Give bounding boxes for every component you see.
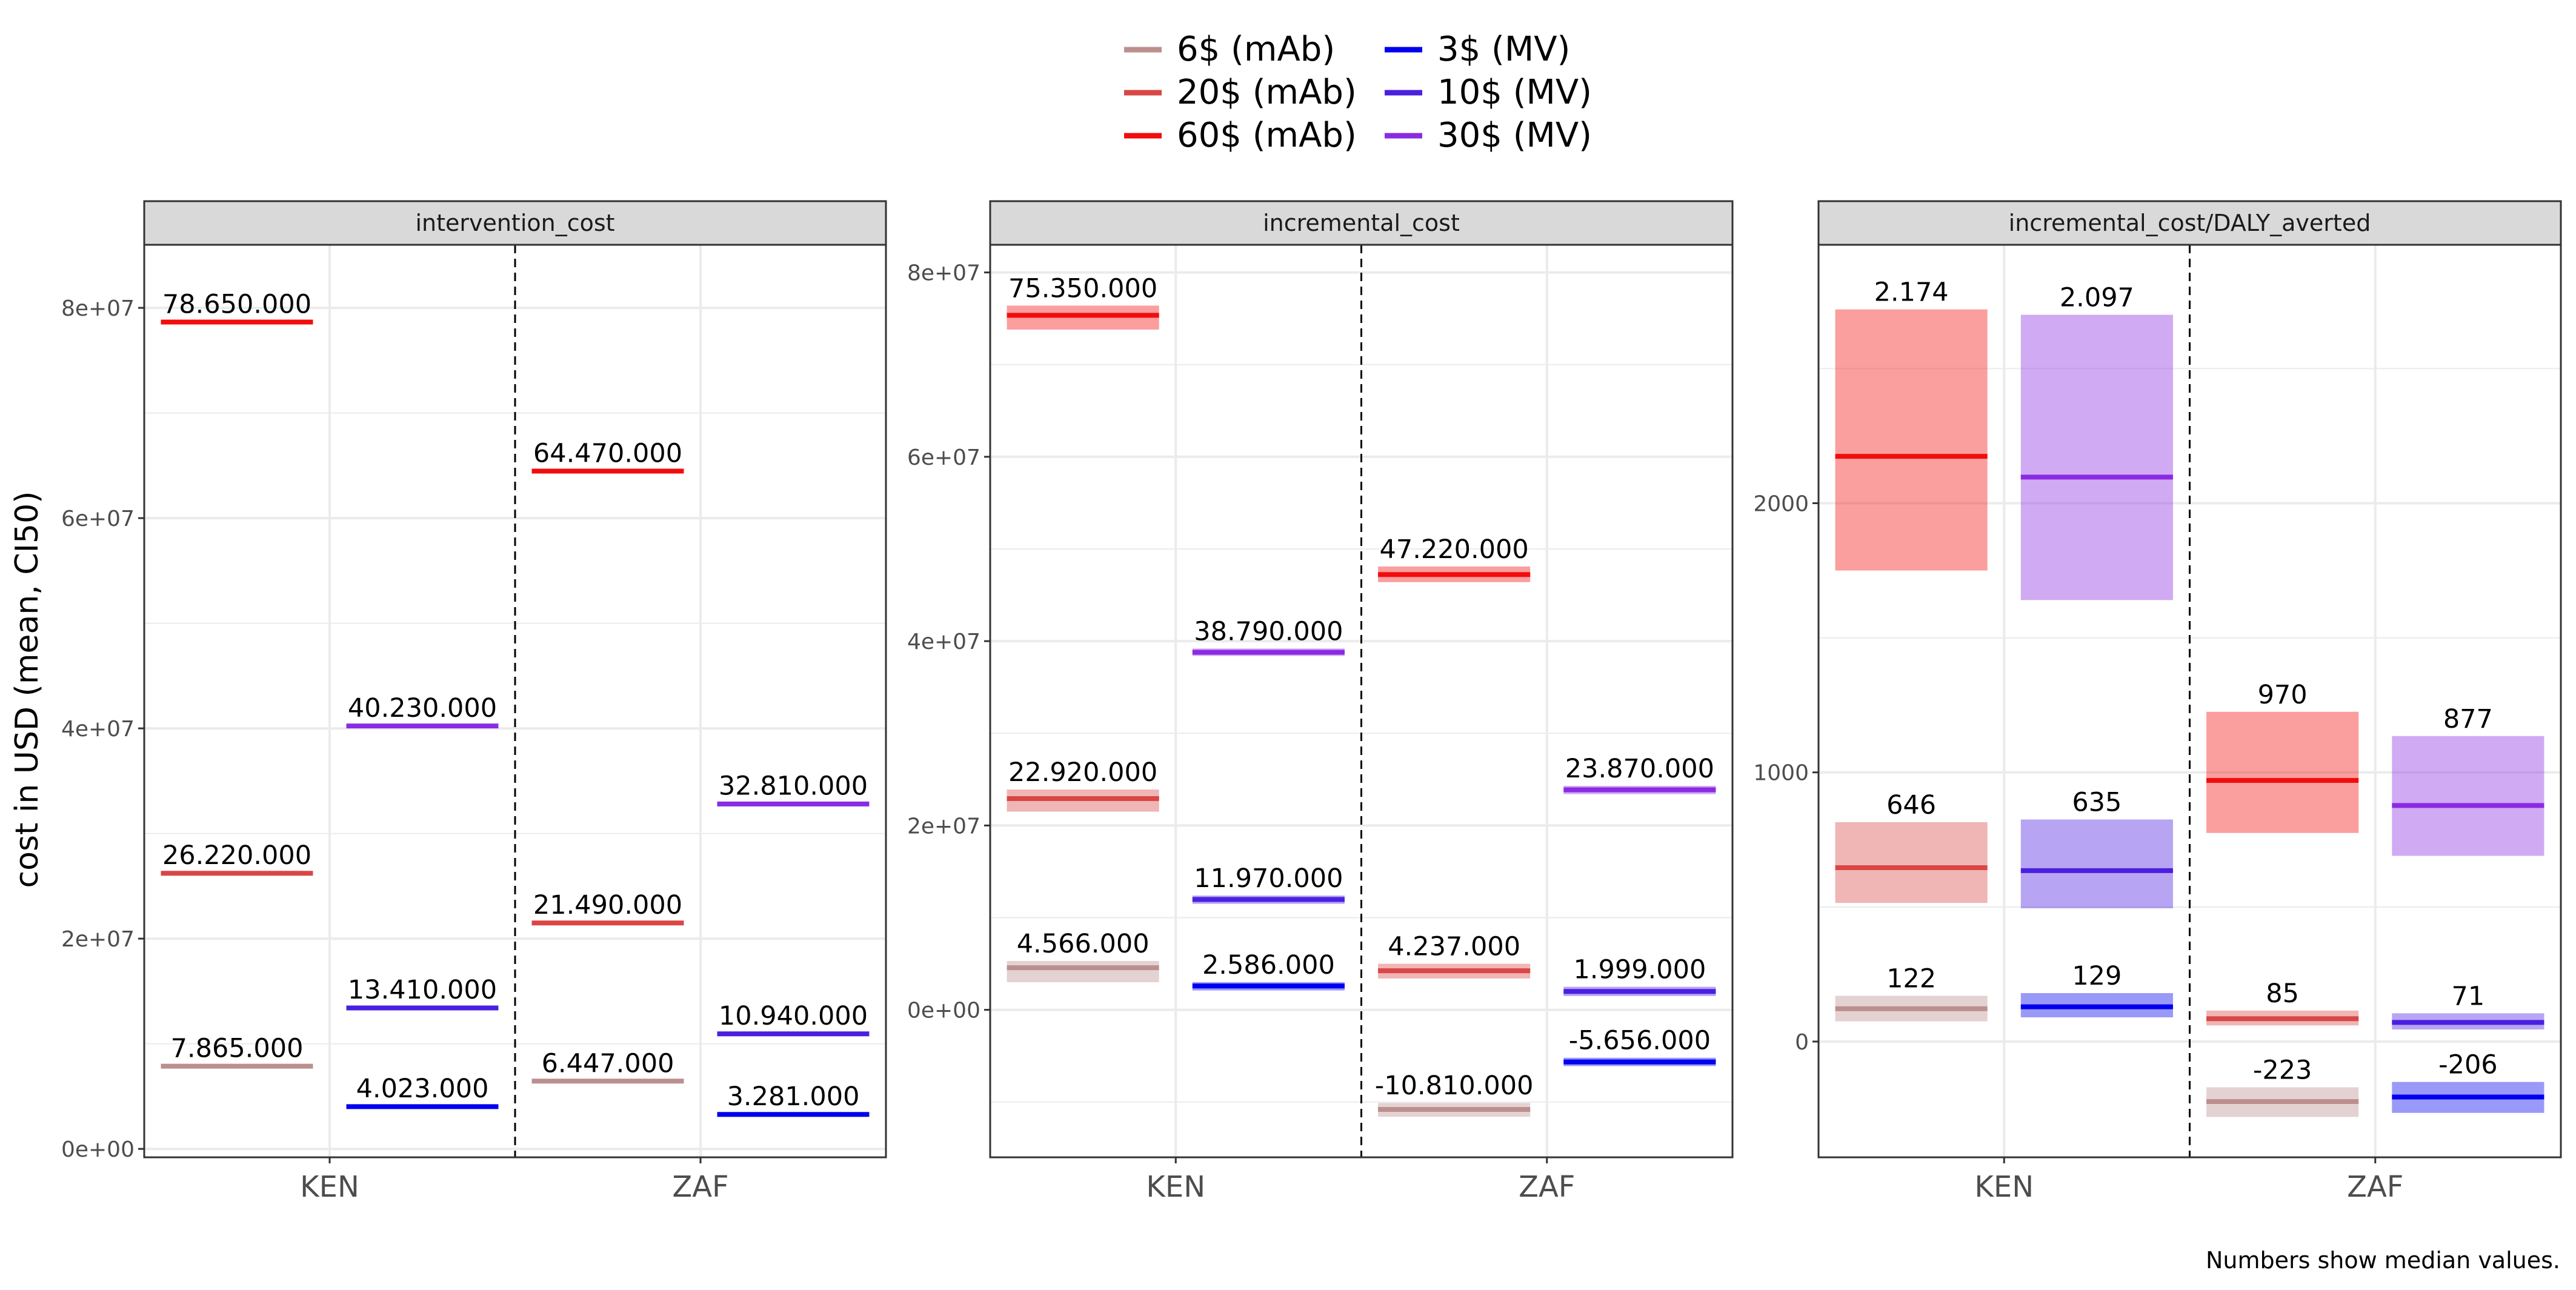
median-label: 4.237.000 — [1388, 932, 1520, 962]
legend-label: 3$ (MV) — [1437, 30, 1570, 69]
panel-title: incremental_cost — [1263, 210, 1460, 236]
median-label: 877 — [2443, 704, 2493, 734]
ci-band — [2206, 711, 2359, 833]
median-label: 75.350.000 — [1008, 273, 1157, 304]
legend-label: 60$ (mAb) — [1177, 116, 1357, 155]
median-label: -223 — [2253, 1055, 2312, 1085]
median-label: 78.650.000 — [162, 289, 311, 319]
ci-band — [2020, 819, 2173, 909]
caption: Numbers show median values. — [2206, 1247, 2560, 1274]
panel-strip — [1817, 200, 2562, 246]
median-label: 71 — [2452, 981, 2485, 1011]
median-label: 4.566.000 — [1017, 929, 1150, 959]
median-label: 10.940.000 — [719, 1001, 868, 1031]
y-axis-title: cost in USD (mean, CI50) — [9, 491, 45, 888]
median-label: 129 — [2072, 961, 2122, 991]
median-label: 2.174 — [1874, 278, 1949, 308]
median-label: 40.230.000 — [348, 693, 497, 723]
y-tick-label: 0e+00 — [61, 1137, 135, 1162]
median-label: 2.097 — [2060, 283, 2134, 313]
median-label: 32.810.000 — [719, 771, 868, 802]
median-label: 635 — [2072, 787, 2122, 817]
y-tick-label: 2e+07 — [61, 927, 135, 952]
y-tick-label: 6e+07 — [61, 507, 135, 531]
ci-band — [1835, 309, 1988, 571]
legend-item: 20$ (mAb) — [1124, 73, 1357, 112]
panel-strip — [989, 200, 1734, 246]
median-label: 47.220.000 — [1380, 534, 1529, 565]
plot-area — [990, 245, 1732, 1157]
panel-border — [989, 244, 1734, 1159]
x-tick-label: KEN — [1146, 1170, 1205, 1204]
legend: 6$ (mAb) 20$ (mAb) 60$ (mAb) 3$ (MV) 10$ (MV… — [1124, 30, 1592, 155]
y-tick-label: 8e+07 — [61, 296, 135, 321]
legend-label: 6$ (mAb) — [1177, 30, 1335, 69]
median-label: 122 — [1886, 963, 1936, 994]
legend-item: 3$ (MV) — [1385, 30, 1570, 69]
panel-2: incremental_cost 0e+00 2e+07 4e+07 6e+07 8e+0… — [907, 200, 1734, 1204]
legend-label: 20$ (mAb) — [1177, 73, 1357, 112]
panel-1: intervention_cost 0e+00 2e+07 4e+07 6e+07 8e+… — [61, 200, 887, 1204]
y-tick-label: 0 — [1795, 1030, 1809, 1055]
median-label: 646 — [1886, 790, 1936, 820]
x-tick-label: ZAF — [1519, 1170, 1575, 1204]
median-label: -206 — [2438, 1050, 2498, 1080]
median-label: 85 — [2266, 979, 2299, 1009]
y-tick-label: 1000 — [1753, 761, 1809, 786]
x-tick-label: KEN — [300, 1170, 359, 1204]
median-label: 11.970.000 — [1194, 863, 1343, 894]
panel-strip — [143, 200, 887, 246]
y-tick-label: 4e+07 — [907, 630, 980, 654]
panel-3: incremental_cost/DALY_averted 0 1000 2000 KE… — [1753, 200, 2562, 1204]
panel-border — [143, 244, 887, 1159]
x-tick-label: ZAF — [2347, 1170, 2403, 1204]
median-label: 13.410.000 — [348, 975, 497, 1005]
median-label: 7.865.000 — [171, 1034, 304, 1064]
y-tick-label: 6e+07 — [907, 445, 980, 470]
y-tick-label: 2e+07 — [907, 814, 980, 839]
ci-band — [2392, 736, 2544, 856]
ci-band — [2020, 314, 2173, 600]
median-label: -10.810.000 — [1375, 1071, 1534, 1101]
legend-label: 10$ (MV) — [1437, 73, 1592, 112]
legend-item: 10$ (MV) — [1385, 73, 1592, 112]
median-label: 3.281.000 — [727, 1082, 860, 1112]
x-tick-label: ZAF — [672, 1170, 728, 1204]
median-label: 21.490.000 — [533, 890, 682, 920]
median-label: -5.656.000 — [1569, 1026, 1711, 1056]
median-label: 1.999.000 — [1573, 955, 1706, 985]
panel-title: incremental_cost/DALY_averted — [2009, 210, 2371, 236]
median-label: 23.870.000 — [1565, 754, 1714, 784]
legend-label: 30$ (MV) — [1437, 116, 1592, 155]
median-label: 64.470.000 — [533, 438, 682, 468]
panel-border — [1817, 244, 2562, 1159]
y-tick-label: 2000 — [1753, 491, 1809, 516]
ci-band — [1835, 822, 1988, 903]
ci-band — [1007, 960, 1159, 982]
y-tick-label: 8e+07 — [907, 261, 980, 286]
median-label: 6.447.000 — [542, 1048, 674, 1079]
y-tick-label: 4e+07 — [61, 717, 135, 742]
median-label: 2.586.000 — [1202, 950, 1335, 980]
median-label: 4.023.000 — [356, 1074, 489, 1104]
legend-item: 6$ (mAb) — [1124, 30, 1335, 69]
panel-title: intervention_cost — [415, 210, 614, 236]
median-label: 38.790.000 — [1194, 616, 1343, 647]
legend-item: 60$ (mAb) — [1124, 116, 1357, 155]
x-tick-label: KEN — [1974, 1170, 2034, 1204]
median-label: 26.220.000 — [162, 840, 311, 871]
legend-item: 30$ (MV) — [1385, 116, 1592, 155]
median-label: 970 — [2258, 680, 2308, 710]
median-label: 22.920.000 — [1008, 757, 1157, 788]
y-tick-label: 0e+00 — [907, 999, 980, 1023]
chart-panels: intervention_cost 0e+00 2e+07 4e+07 6e+07 8e+… — [61, 200, 2562, 1204]
